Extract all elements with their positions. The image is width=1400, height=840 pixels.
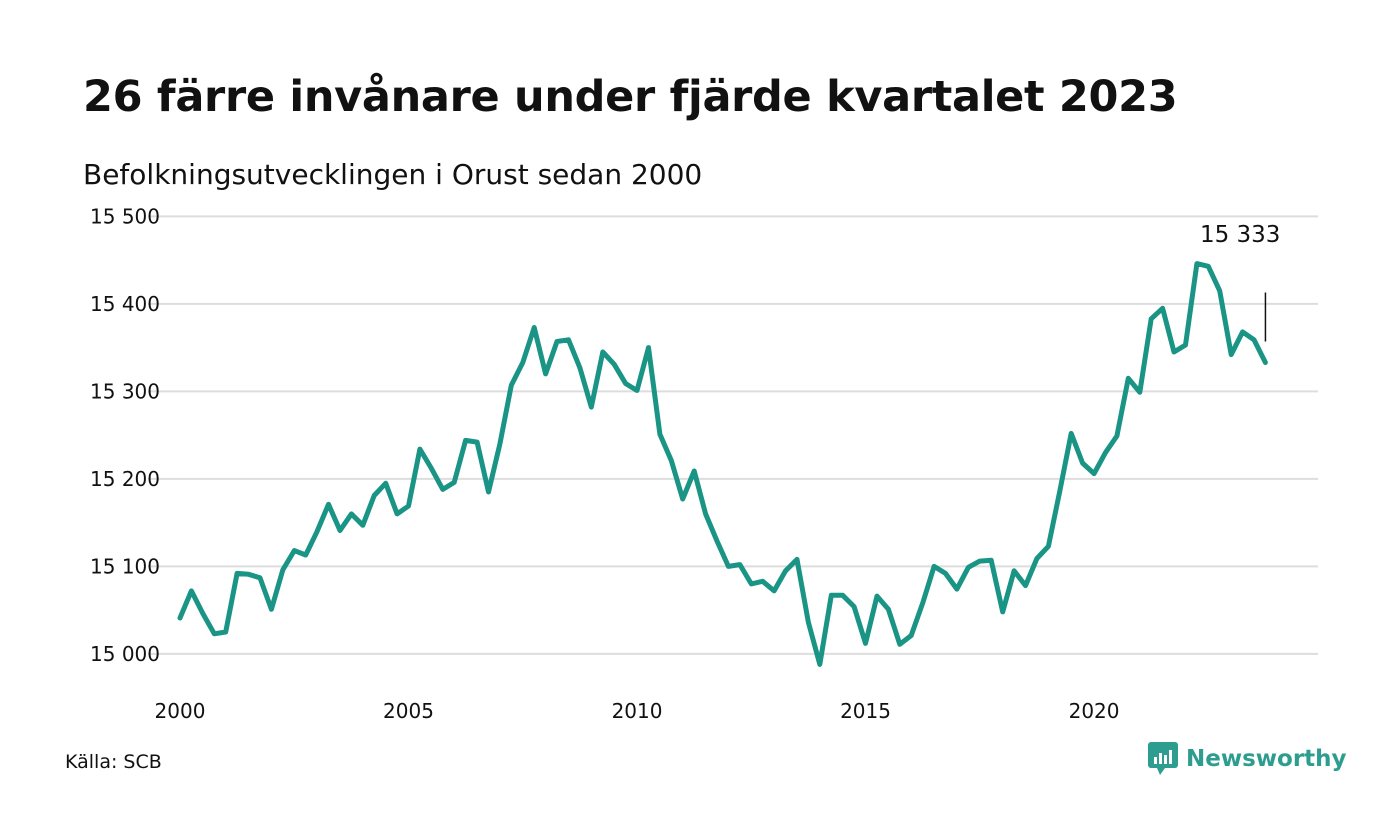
x-tick-label: 2010 xyxy=(612,699,663,723)
x-tick-label: 2000 xyxy=(155,699,206,723)
chart-subtitle: Befolkningsutvecklingen i Orust sedan 20… xyxy=(83,158,703,191)
annotation-label: 15 333 xyxy=(1200,222,1280,248)
x-tick-label: 2015 xyxy=(840,699,891,723)
x-axis-ticks: 2000 2005 2010 2015 2020 xyxy=(155,699,1120,723)
chart-title: 26 färre invånare under fjärde kvartalet… xyxy=(83,72,1178,122)
brand-logo: Newsworthy xyxy=(1148,742,1347,776)
gridlines xyxy=(148,215,1318,655)
y-tick-label: 15 400 xyxy=(90,292,160,316)
y-tick-label: 15 100 xyxy=(90,554,160,578)
series-group xyxy=(177,261,1268,667)
series-line xyxy=(177,261,1268,667)
source-note: Källa: SCB xyxy=(65,751,162,773)
y-tick-label: 15 500 xyxy=(90,204,160,228)
brand-name: Newsworthy xyxy=(1186,746,1347,772)
newsworthy-logo-icon xyxy=(1148,742,1178,775)
y-tick-label: 15 300 xyxy=(90,379,160,403)
x-tick-label: 2005 xyxy=(383,699,434,723)
y-tick-label: 15 000 xyxy=(90,642,160,666)
y-axis-ticks: 15 000 15 100 15 200 15 300 15 400 15 500 xyxy=(90,204,160,666)
x-tick-label: 2020 xyxy=(1069,699,1120,723)
annotation-group: 15 333 xyxy=(1200,222,1280,342)
y-tick-label: 15 200 xyxy=(90,467,160,491)
